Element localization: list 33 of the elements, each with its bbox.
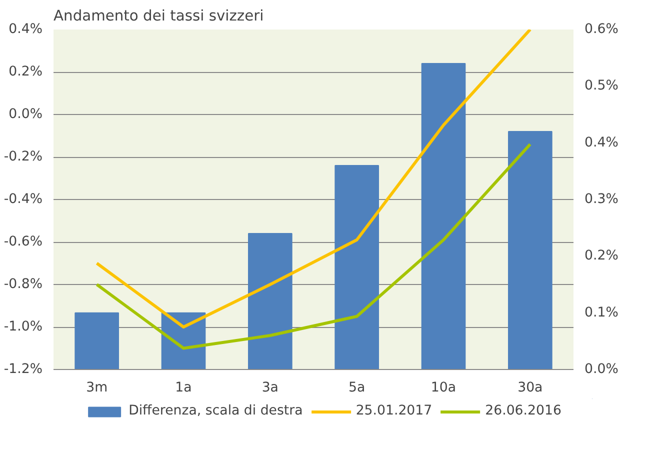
y2-tick-label: 0.6% — [584, 22, 618, 37]
y2-tick-label: 0.1% — [584, 305, 618, 320]
y-tick-label: 0.4% — [8, 22, 43, 37]
bar — [248, 233, 292, 370]
x-tick-label: 10a — [430, 380, 456, 396]
x-tick-label: 3m — [86, 380, 108, 396]
y-tick-label: 0.2% — [8, 64, 43, 80]
legend-label: Differenza, scala di destra — [128, 404, 303, 418]
x-tick-label: 1a — [175, 380, 192, 396]
y-tick-label: -0.8% — [4, 277, 42, 292]
x-tick-label: 3a — [262, 380, 278, 396]
y2-tick-label: 0.2% — [584, 248, 618, 264]
y2-tick-label: 0.3% — [584, 192, 618, 207]
y-tick-label: -1.2% — [4, 362, 42, 377]
legend-label: 26.06.2016 — [485, 404, 562, 418]
line-series — [95, 30, 532, 328]
y-tick-label: -0.2% — [4, 150, 42, 164]
bar — [334, 165, 379, 370]
chart-title: Andamento dei tassi svizzeri — [54, 8, 264, 24]
y-tick-label: 0.0% — [8, 107, 43, 122]
y2-tick-label: 0.0% — [584, 362, 618, 377]
x-tick-label: 5a — [348, 380, 366, 396]
bar — [508, 131, 552, 370]
x-tick-label: 30a — [518, 380, 543, 396]
bar — [421, 63, 466, 370]
y-tick-label: -0.4% — [4, 192, 42, 207]
legend-label: 25.01.2017 — [356, 404, 432, 418]
y-tick-label: -0.6% — [4, 234, 42, 250]
y-tick-label: -1.0% — [4, 320, 42, 334]
line-series — [95, 142, 532, 350]
bar — [74, 312, 119, 370]
y2-tick-label: 0.5% — [584, 78, 618, 94]
y2-tick-label: 0.4% — [584, 135, 618, 150]
